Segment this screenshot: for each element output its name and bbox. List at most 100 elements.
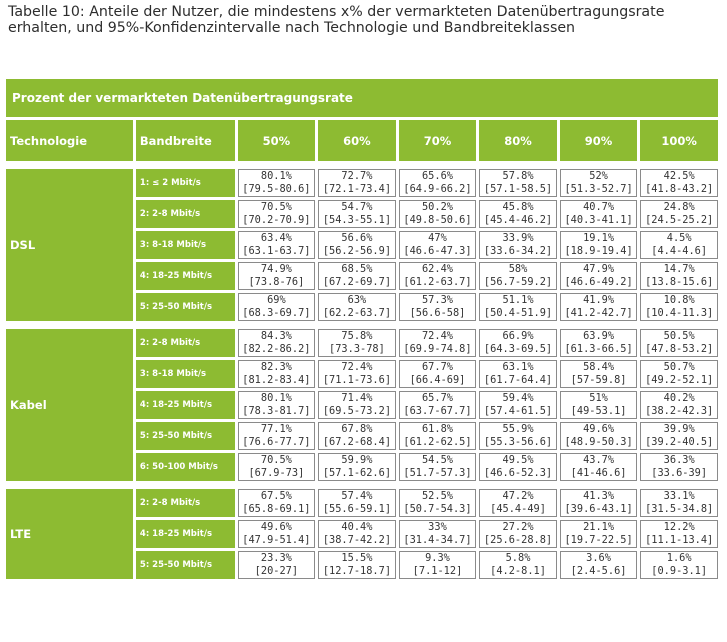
cell-value: 54.5% <box>421 454 453 466</box>
table-caption: Tabelle 10: Anteile der Nutzer, die mind… <box>8 4 665 36</box>
cell-value: 82.3% <box>260 361 292 373</box>
data-cell: 49.6% [47.9-51.4] <box>237 520 316 548</box>
data-cell: 1.6% [0.9-3.1] <box>640 551 718 579</box>
cell-confidence-interval: [4.4-4.6] <box>651 245 708 257</box>
cell-confidence-interval: [65.8-69.1] <box>242 503 311 515</box>
group-separator <box>6 484 718 486</box>
cell-value: 52.5% <box>421 490 453 502</box>
cell-confidence-interval: [19.7-22.5] <box>564 534 633 546</box>
cell-confidence-interval: [40.3-41.1] <box>564 214 633 226</box>
cell-value: 50.5% <box>663 330 695 342</box>
data-table: Prozent der vermarkteten Datenübertragun… <box>3 76 721 582</box>
cell-value: 47% <box>428 232 447 244</box>
cell-confidence-interval: [66.4-69] <box>409 374 466 386</box>
cell-value: 57.8% <box>502 170 534 182</box>
cell-confidence-interval: [46.6-49.2] <box>564 276 633 288</box>
cell-value: 58.4% <box>583 361 615 373</box>
data-cell: 57.3% [56.6-58] <box>398 293 477 321</box>
bandwidth-label: 2: 2-8 Mbit/s <box>135 329 235 357</box>
cell-confidence-interval: [61.3-66.5] <box>564 343 633 355</box>
cell-confidence-interval: [61.2-63.7] <box>403 276 472 288</box>
cell-confidence-interval: [38.7-42.2] <box>322 534 392 546</box>
cell-value: 67.5% <box>260 490 292 502</box>
cell-confidence-interval: [57.1-58.5] <box>483 183 553 195</box>
data-cell: 66.9% [64.3-69.5] <box>479 329 557 357</box>
cell-confidence-interval: [49-53.1] <box>570 405 627 417</box>
cell-confidence-interval: [48.9-50.3] <box>564 436 633 448</box>
cell-value: 1.6% <box>666 552 692 564</box>
data-cell: 65.6% [64.9-66.2] <box>398 169 477 197</box>
data-cell: 54.7% [54.3-55.1] <box>318 200 396 228</box>
cell-value: 5.8% <box>505 552 531 564</box>
data-cell: 36.3% [33.6-39] <box>640 453 718 481</box>
cell-confidence-interval: [68.3-69.7] <box>242 307 311 319</box>
cell-value: 65.6% <box>421 170 453 182</box>
bandwidth-label: 6: 50-100 Mbit/s <box>135 453 235 481</box>
cell-value: 61.8% <box>421 423 453 435</box>
cell-confidence-interval: [2.4-5.6] <box>570 565 627 577</box>
table-row: DSL 1: ≤ 2 Mbit/s 80.1% [79.5-80.6] 72.7% [72… <box>6 169 718 321</box>
table-row: 5: 25-50 Mbit/s 77.1% [76.6-77.7] 67.8% [67.… <box>6 422 718 450</box>
cell-confidence-interval: [10.4-11.3] <box>645 307 714 319</box>
cell-confidence-interval: [47.9-51.4] <box>242 534 311 546</box>
data-cell: 61.8% [61.2-62.5] <box>398 422 477 450</box>
cell-confidence-interval: [56.2-56.9] <box>322 245 392 257</box>
data-cell: 45.8% [45.4-46.2] <box>479 200 557 228</box>
data-cell: 47.2% [45.4-49] <box>479 489 557 517</box>
cell-value: 23.3% <box>260 552 292 564</box>
cell-value: 74.9% <box>260 263 292 275</box>
data-cell: 58.4% [57-59.8] <box>559 360 638 388</box>
table-row: 4: 18-25 Mbit/s 49.6% [47.9-51.4] 40.4% [38.… <box>6 520 718 548</box>
data-cell: 42.5% [41.8-43.2] <box>640 169 718 197</box>
table-row: 4: 18-25 Mbit/s 74.9% [73.8-76] 68.5% [67.2-… <box>6 262 718 290</box>
data-cell: 67.7% [66.4-69] <box>398 360 477 388</box>
data-cell: 80.1% [78.3-81.7] <box>237 391 316 419</box>
cell-confidence-interval: [12.7-18.7] <box>322 565 392 577</box>
cell-confidence-interval: [41.2-42.7] <box>564 307 633 319</box>
cell-value: 70.5% <box>260 201 292 213</box>
cell-confidence-interval: [0.9-3.1] <box>651 565 708 577</box>
cell-value: 54.7% <box>341 201 373 213</box>
header-percent: 60% <box>318 120 396 161</box>
data-cell: 84.3% [82.2-86.2] <box>237 329 316 357</box>
cell-value: 40.4% <box>341 521 373 533</box>
cell-value: 19.1% <box>583 232 615 244</box>
data-cell: 67.8% [67.2-68.4] <box>318 422 396 450</box>
cell-value: 52% <box>589 170 608 182</box>
header-percent: 50% <box>237 120 316 161</box>
data-cell: 47.9% [46.6-49.2] <box>559 262 638 290</box>
group-separator <box>6 164 718 166</box>
cell-confidence-interval: [67.9-73] <box>248 467 305 479</box>
cell-value: 77.1% <box>260 423 292 435</box>
data-cell: 63.9% [61.3-66.5] <box>559 329 638 357</box>
cell-value: 10.8% <box>663 294 695 306</box>
data-cell: 50.5% [47.8-53.2] <box>640 329 718 357</box>
header-technologie: Technologie <box>6 120 133 161</box>
cell-confidence-interval: [39.6-43.1] <box>564 503 633 515</box>
cell-confidence-interval: [69.5-73.2] <box>322 405 392 417</box>
cell-value: 63.1% <box>502 361 534 373</box>
cell-confidence-interval: [79.5-80.6] <box>242 183 311 195</box>
data-cell: 57.8% [57.1-58.5] <box>479 169 557 197</box>
data-cell: 67.5% [65.8-69.1] <box>237 489 316 517</box>
technology-label: LTE <box>6 489 133 579</box>
data-cell: 58% [56.7-59.2] <box>479 262 557 290</box>
cell-value: 39.9% <box>663 423 695 435</box>
data-cell: 51% [49-53.1] <box>559 391 638 419</box>
data-cell: 21.1% [19.7-22.5] <box>559 520 638 548</box>
cell-value: 33.9% <box>502 232 534 244</box>
bandwidth-label: 5: 25-50 Mbit/s <box>135 551 235 579</box>
cell-value: 50.2% <box>421 201 453 213</box>
technology-label: DSL <box>6 169 133 321</box>
cell-confidence-interval: [62.2-63.7] <box>322 307 392 319</box>
cell-value: 3.6% <box>586 552 611 564</box>
bandwidth-label: 2: 2-8 Mbit/s <box>135 200 235 228</box>
bandwidth-label: 5: 25-50 Mbit/s <box>135 422 235 450</box>
data-cell: 50.2% [49.8-50.6] <box>398 200 477 228</box>
data-cell: 80.1% [79.5-80.6] <box>237 169 316 197</box>
cell-confidence-interval: [4.2-8.1] <box>490 565 546 577</box>
data-cell: 41.3% [39.6-43.1] <box>559 489 638 517</box>
cell-confidence-interval: [54.3-55.1] <box>322 214 392 226</box>
cell-value: 49.6% <box>583 423 615 435</box>
cell-value: 12.2% <box>663 521 695 533</box>
